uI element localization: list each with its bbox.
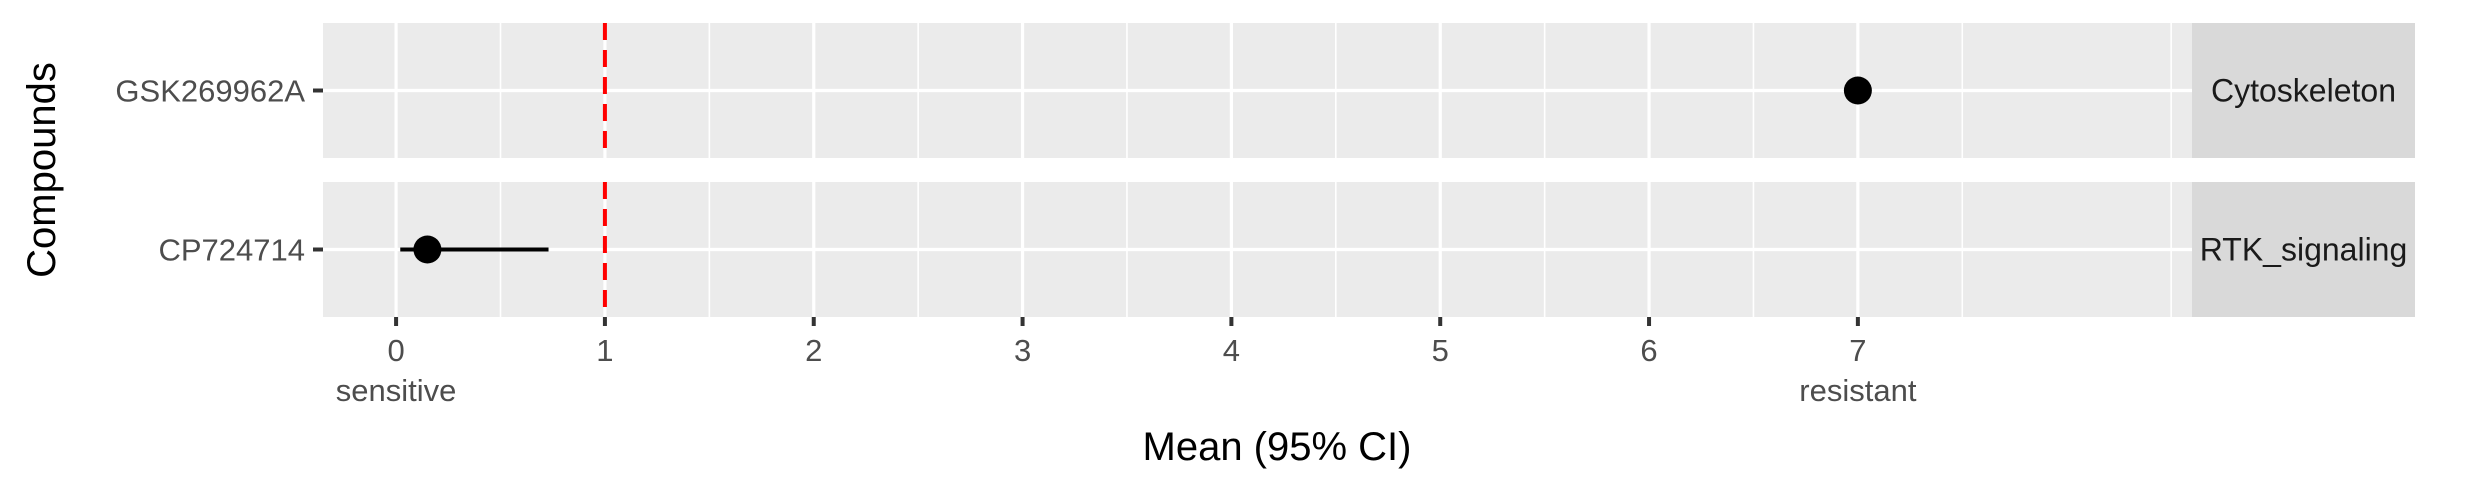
x-axis: 0 1 2 3 4 5 6 7 sensitive resistant <box>336 317 1917 408</box>
mean-point <box>413 235 442 264</box>
x-tick-label: 5 <box>1432 333 1449 368</box>
x-tick-label: 4 <box>1223 333 1240 368</box>
x-tick-label: 2 <box>805 333 822 368</box>
x-tick-label: 0 <box>387 333 404 368</box>
x-annotation: sensitive <box>336 373 457 408</box>
y-tick-label: GSK269962A <box>115 74 305 109</box>
facet-strip <box>2192 23 2415 158</box>
y-axis-title: Compounds <box>20 62 64 278</box>
x-tick-label: 3 <box>1014 333 1031 368</box>
panels: Cytoskeleton RTK_signaling <box>323 23 2415 317</box>
x-axis-title: Mean (95% CI) <box>1143 425 1412 469</box>
x-tick-label: 6 <box>1640 333 1657 368</box>
mean-point <box>1843 76 1872 105</box>
y-tick-label: CP724714 <box>158 233 305 268</box>
facet-strip <box>2192 182 2415 317</box>
y-axis: GSK269962A CP724714 <box>115 74 323 268</box>
facet-label: RTK_signaling <box>2200 232 2408 268</box>
x-tick-label: 1 <box>596 333 613 368</box>
facet-label: Cytoskeleton <box>2211 73 2396 109</box>
marks <box>400 76 1872 264</box>
x-annotation: resistant <box>1799 373 1917 408</box>
x-tick-label: 7 <box>1849 333 1866 368</box>
